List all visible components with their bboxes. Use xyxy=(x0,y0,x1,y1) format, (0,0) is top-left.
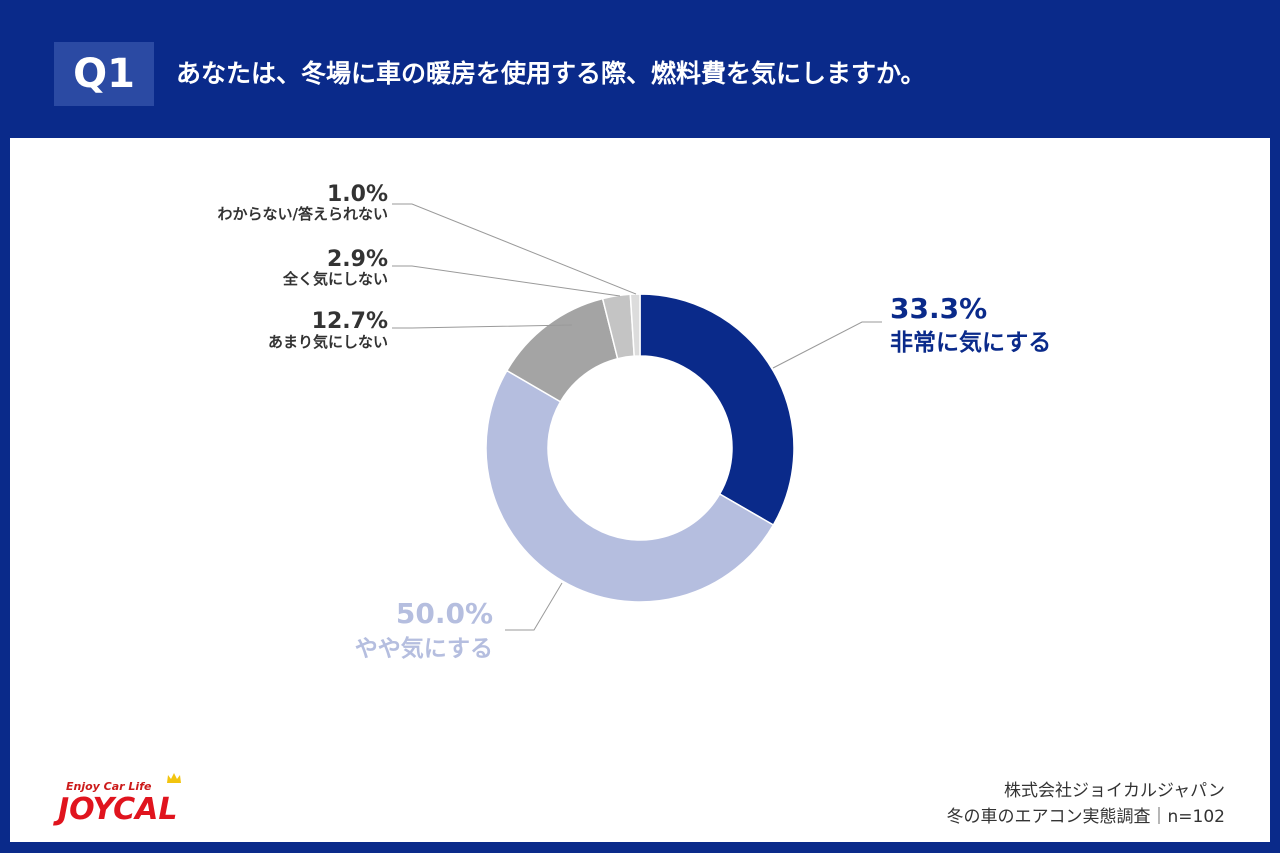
leader-line-dont-know xyxy=(392,203,637,295)
joycal-logo: Enjoy Car Life JOYCAL xyxy=(58,772,228,828)
value-label-somewhat-concerned: 50.0% xyxy=(396,597,493,630)
value-label-dont-know: 1.0% xyxy=(327,182,388,207)
question-number-badge: Q1 xyxy=(54,42,154,106)
category-label-very-concerned: 非常に気にする xyxy=(890,329,1051,356)
category-label-not-very-concerned: あまり気にしない xyxy=(268,333,388,351)
logo-wordmark: JOYCAL xyxy=(58,792,178,827)
leader-line-not-very-concerned xyxy=(392,324,573,329)
category-label-not-concerned-at-all: 全く気にしない xyxy=(282,270,388,288)
credit-company: 株式会社ジョイカルジャパン xyxy=(1004,781,1225,801)
question-text: あなたは、冬場に車の暖房を使用する際、燃料費を気にしますか。 xyxy=(176,59,926,88)
crown-icon xyxy=(167,773,181,783)
category-label-somewhat-concerned: やや気にする xyxy=(355,635,493,662)
header-bar: Q1 あなたは、冬場に車の暖房を使用する際、燃料費を気にしますか。 xyxy=(0,0,1280,138)
value-label-not-concerned-at-all: 2.9% xyxy=(327,247,388,272)
value-label-not-very-concerned: 12.7% xyxy=(312,309,388,334)
category-label-dont-know: わからない/答えられない xyxy=(218,205,388,223)
value-label-very-concerned: 33.3% xyxy=(890,292,987,325)
leader-line-somewhat-concerned xyxy=(505,582,563,631)
leader-line-very-concerned xyxy=(772,321,882,369)
chart-panel xyxy=(10,138,1270,842)
slice-dont-know xyxy=(629,293,641,357)
credit-survey: 冬の車のエアコン実態調査｜n=102 xyxy=(946,807,1225,827)
leader-line-not-concerned-at-all xyxy=(392,265,621,297)
slice-somewhat-concerned xyxy=(485,369,775,603)
slice-very-concerned xyxy=(639,293,795,527)
logo-tagline: Enjoy Car Life xyxy=(66,780,152,793)
